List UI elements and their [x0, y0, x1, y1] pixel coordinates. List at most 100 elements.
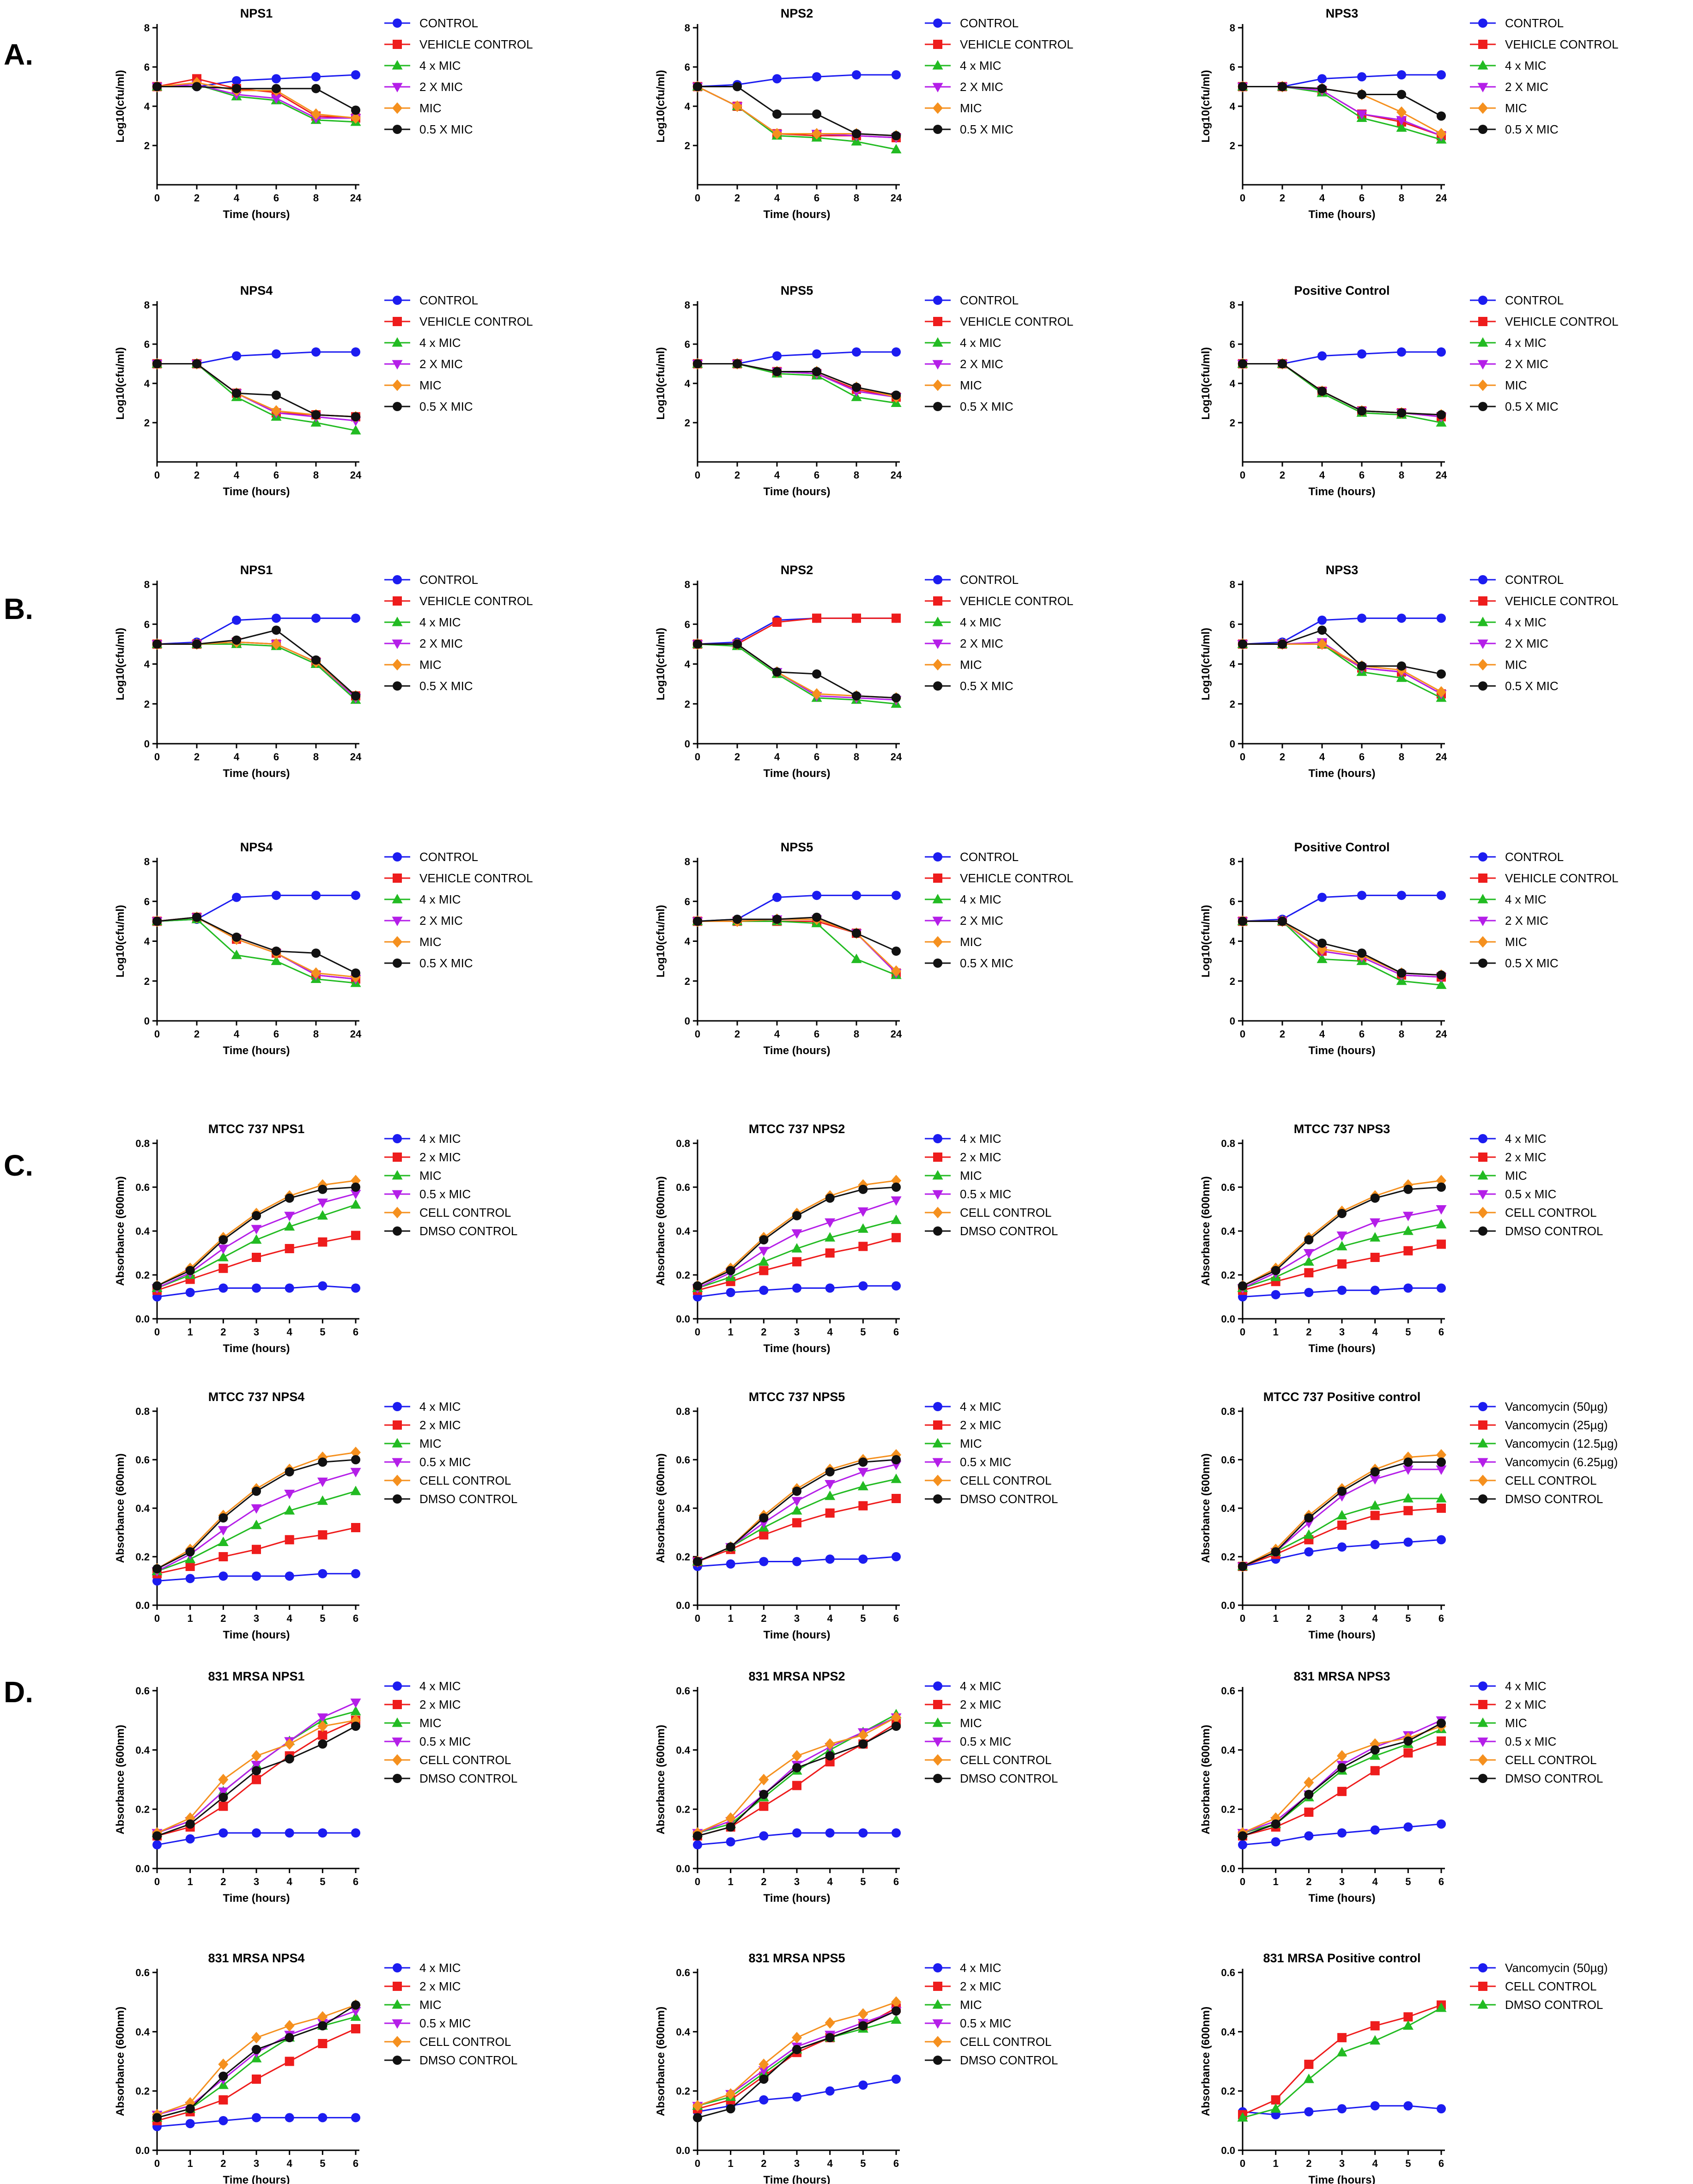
data-point	[1303, 2074, 1314, 2083]
y-tick-label: 0.6	[1221, 1182, 1235, 1193]
data-point	[318, 1739, 328, 1749]
legend-label: 4 x MIC	[1505, 1679, 1547, 1693]
legend-label: 4 x MIC	[960, 1961, 1001, 1975]
series-0-5-x-mic	[152, 625, 360, 701]
legend-marker	[1477, 1438, 1488, 1448]
legend-marker	[1478, 1134, 1487, 1143]
x-axis-label: Time (hours)	[223, 767, 290, 780]
legend-label: 0.5 X MIC	[1505, 956, 1559, 970]
legend-marker	[1478, 18, 1487, 28]
x-tick-label: 2	[220, 1613, 226, 1624]
legend-label: 2 x MIC	[960, 1698, 1001, 1711]
data-point	[792, 1763, 801, 1772]
series-dmso-control	[693, 1183, 901, 1291]
data-point	[792, 1750, 802, 1762]
chart-title: MTCC 737 NPS3	[1294, 1122, 1390, 1136]
legend-entry-control: CONTROL	[925, 16, 1019, 30]
series-line	[157, 643, 357, 701]
legend-marker	[393, 317, 402, 326]
x-tick-label: 8	[854, 469, 859, 481]
data-point	[858, 1554, 868, 1564]
data-point	[1337, 1259, 1347, 1269]
legend-entry-0-5-x-mic: 0.5 x MIC	[925, 2016, 1011, 2030]
series-vehicle-control	[152, 359, 360, 422]
y-tick-label: 0.0	[676, 1313, 690, 1325]
data-point	[1337, 1750, 1347, 1762]
data-point	[852, 347, 861, 357]
data-point	[1397, 70, 1406, 79]
data-point	[351, 1446, 361, 1458]
data-point	[1396, 122, 1407, 132]
data-point	[1437, 1718, 1446, 1728]
series-line	[157, 916, 356, 980]
data-point	[272, 946, 281, 956]
data-point	[1403, 1748, 1413, 1758]
x-tick-label: 6	[273, 469, 279, 481]
data-point	[1357, 891, 1366, 900]
legend-marker	[1478, 1700, 1487, 1709]
legend-entry-dmso-control: DMSO CONTROL	[925, 2053, 1058, 2067]
series-line	[1243, 86, 1442, 137]
legend-entry-vehicle-control: VEHICLE CONTROL	[925, 37, 1074, 51]
data-point	[351, 1183, 360, 1192]
data-point	[1403, 1736, 1413, 1746]
legend-marker	[1477, 1190, 1488, 1200]
data-point	[1271, 2095, 1280, 2105]
data-point	[1337, 1209, 1347, 1218]
data-point	[791, 1229, 802, 1239]
data-point	[192, 912, 201, 922]
series-dmso-control	[152, 1183, 360, 1291]
data-point	[1303, 1256, 1314, 1266]
data-point	[758, 2066, 769, 2076]
y-tick-label: 0.0	[676, 2145, 690, 2156]
series-4-x-mic	[152, 2113, 360, 2131]
y-tick-label: 6	[685, 619, 690, 630]
legend-entry-4-x-mic: 4 x MIC	[1470, 59, 1547, 73]
data-point	[351, 412, 360, 422]
legend-label: 4 x MIC	[1505, 892, 1547, 906]
series-0-5-x-mic	[693, 912, 901, 956]
legend-entry-0-5-x-mic: 0.5 x MIC	[1470, 1735, 1556, 1748]
data-point	[1357, 90, 1366, 99]
y-tick-label: 2	[1230, 417, 1235, 429]
legend-marker	[392, 1170, 403, 1180]
series-mic	[152, 1486, 361, 1575]
legend-marker	[1477, 1999, 1488, 2009]
x-tick-label: 0	[1240, 2158, 1245, 2169]
data-point	[791, 1497, 802, 1507]
series-line	[698, 86, 897, 137]
data-point	[1370, 1745, 1380, 1755]
data-point	[1403, 1184, 1413, 1194]
legend-entry-4-x-mic: 4 x MIC	[384, 1132, 461, 1146]
y-tick-label: 4	[1230, 659, 1236, 670]
legend-marker	[393, 852, 402, 861]
x-tick-label: 2	[220, 1876, 226, 1887]
x-tick-label: 3	[254, 1613, 259, 1624]
y-tick-label: 0.4	[135, 1503, 150, 1514]
series-line	[1243, 86, 1442, 117]
data-point	[812, 891, 821, 900]
x-tick-label: 6	[353, 1326, 358, 1338]
legend-marker	[933, 379, 943, 391]
y-axis-label: Absorbance (600nm)	[655, 1725, 667, 1834]
data-point	[892, 1455, 901, 1464]
x-tick-label: 4	[827, 2158, 833, 2169]
legend-label: 4 x MIC	[1505, 1132, 1547, 1146]
legend-marker	[932, 1458, 943, 1468]
y-tick-label: 0.4	[676, 1744, 690, 1756]
series-line	[1243, 643, 1442, 695]
y-tick-label: 8	[685, 299, 690, 311]
x-tick-label: 6	[893, 1326, 899, 1338]
data-point	[311, 347, 321, 357]
y-axis-label: Log10(cfu/ml)	[1200, 628, 1212, 700]
data-point	[1397, 661, 1406, 671]
data-point	[1402, 1225, 1414, 1235]
y-tick-label: 0	[1230, 738, 1235, 750]
legend-entry-cell-control: CELL CONTROL	[925, 2035, 1051, 2049]
legend-marker	[932, 1438, 943, 1448]
data-point	[858, 1501, 868, 1511]
legend-entry-cell-control: CELL CONTROL	[384, 1474, 511, 1487]
data-point	[251, 1519, 262, 1529]
legend-entry-mic: MIC	[925, 378, 982, 392]
